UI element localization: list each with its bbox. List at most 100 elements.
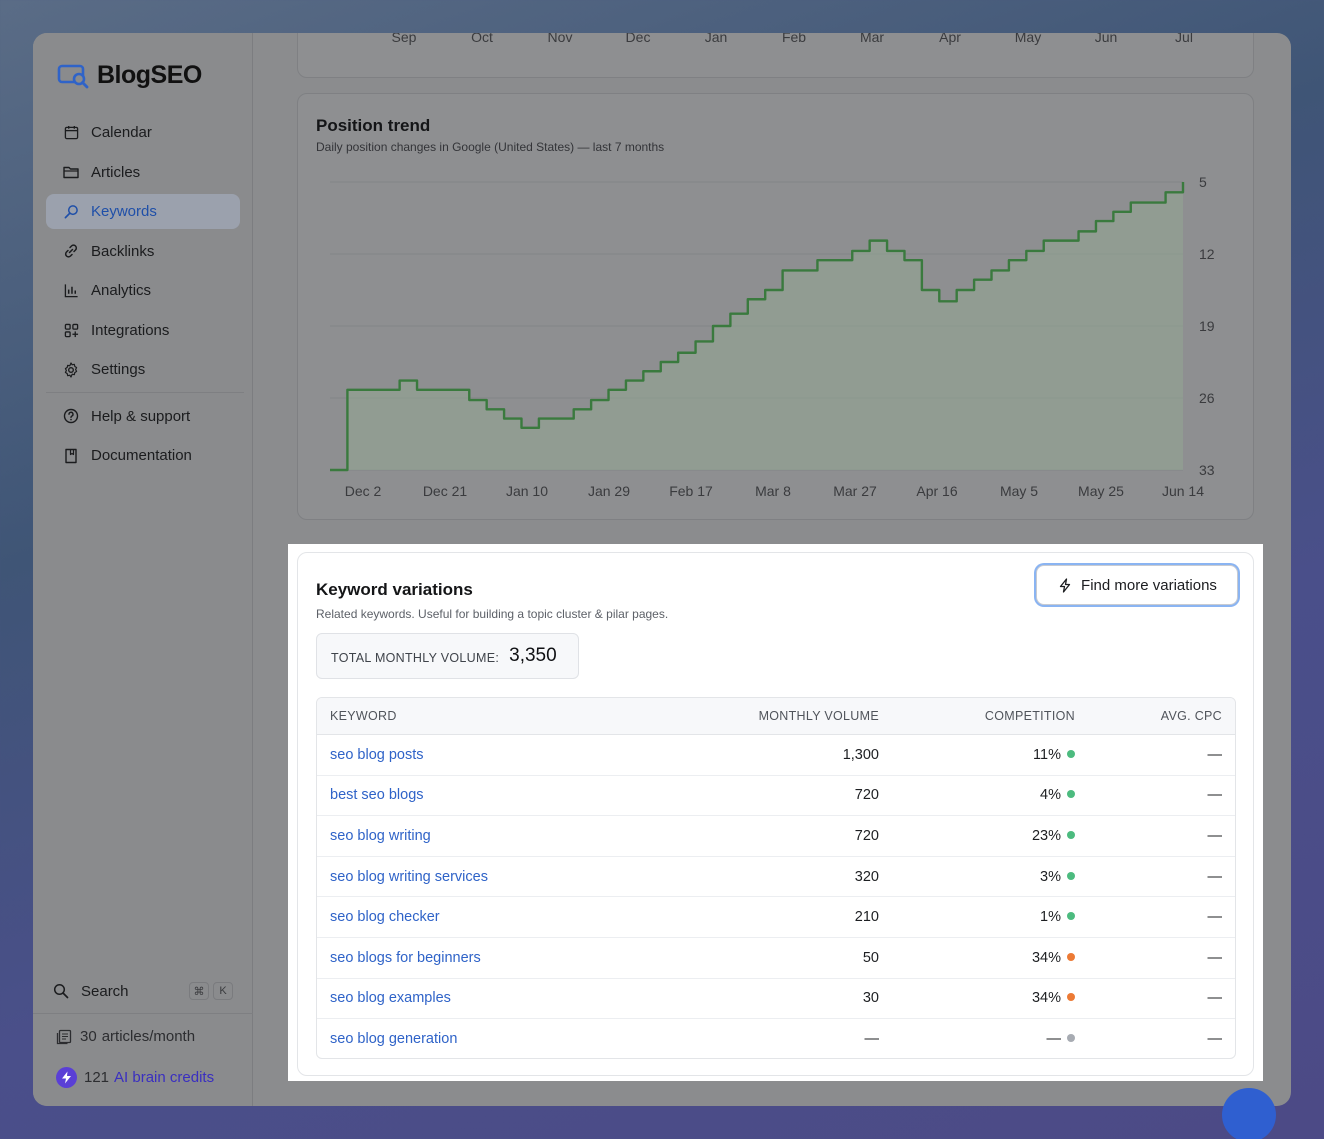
cpc-cell: — xyxy=(1207,909,1223,926)
sidebar-item-help[interactable]: Help & support xyxy=(46,399,240,434)
competition-cell: 1% xyxy=(1040,909,1075,925)
keyword-link[interactable]: seo blog writing xyxy=(330,827,431,844)
sidebar-item-articles[interactable]: Articles xyxy=(46,155,240,190)
articles-stack-icon xyxy=(56,1029,72,1045)
table-row: seo blog posts 1,300 11% — xyxy=(317,735,1235,776)
column-header-volume[interactable]: MONTHLY VOLUME xyxy=(758,709,879,723)
month-tick-label: May xyxy=(1014,33,1042,45)
keyword-link[interactable]: seo blogs for beginners xyxy=(330,949,481,966)
keyword-variations-highlight: Keyword variations Related keywords. Use… xyxy=(288,544,1263,1081)
volume-chart-card: Sep Oct Nov Dec Jan Feb Mar Apr May Jun Jul xyxy=(297,33,1254,78)
sidebar-item-settings[interactable]: Settings xyxy=(46,352,240,387)
table-row: best seo blogs 720 4% — xyxy=(317,776,1235,817)
cpc-cell: — xyxy=(1207,949,1223,966)
volume-cell: 30 xyxy=(862,990,879,1007)
find-more-variations-button[interactable]: Find more variations xyxy=(1036,565,1238,605)
month-tick-label: Jan xyxy=(704,33,728,45)
table-row: seo blog examples 30 34% — xyxy=(317,979,1235,1020)
table-row: seo blog writing services 320 3% — xyxy=(317,857,1235,898)
trend-area xyxy=(330,182,1183,470)
bar-chart-icon xyxy=(63,283,79,299)
cpc-cell: — xyxy=(1207,868,1223,885)
y-tick-label: 12 xyxy=(1199,246,1215,262)
total-volume-label: TOTAL MONTHLY VOLUME: xyxy=(331,651,500,665)
keyword-link[interactable]: seo blog checker xyxy=(330,909,440,926)
competition-cell: 34% xyxy=(1032,990,1075,1006)
x-tick-label: May 25 xyxy=(1078,483,1124,499)
document-icon xyxy=(63,448,79,464)
competition-dot xyxy=(1067,830,1075,839)
app-name: BlogSEO xyxy=(97,61,202,89)
logo[interactable]: BlogSEO xyxy=(57,61,202,90)
card-subtitle: Daily position changes in Google (United… xyxy=(316,140,665,154)
column-header-competition[interactable]: COMPETITION xyxy=(984,709,1075,723)
command-key: ⌘ xyxy=(189,982,209,1000)
competition-value: 34% xyxy=(1031,990,1061,1007)
volume-cell: 210 xyxy=(854,909,879,926)
x-tick-label: Jun 14 xyxy=(1162,483,1204,499)
volume-cell: 1,300 xyxy=(842,746,879,763)
sidebar-item-calendar[interactable]: Calendar xyxy=(46,115,240,150)
sidebar-item-analytics[interactable]: Analytics xyxy=(46,273,240,308)
chat-widget-button[interactable] xyxy=(1222,1088,1276,1139)
sidebar-nav: Calendar Articles Keywords Backlinks xyxy=(46,115,244,478)
x-tick-label: Jan 10 xyxy=(506,483,548,499)
sidebar-item-keywords[interactable]: Keywords xyxy=(46,194,240,229)
sidebar-item-integrations[interactable]: Integrations xyxy=(46,313,240,348)
y-tick-label: 26 xyxy=(1199,390,1215,406)
x-tick-label: Apr 16 xyxy=(916,483,957,499)
column-header-keyword[interactable]: KEYWORD xyxy=(330,709,397,723)
keyword-link[interactable]: seo blog generation xyxy=(330,1031,458,1048)
month-tick-label: Sep xyxy=(391,33,417,45)
column-header-cpc[interactable]: AVG. CPC xyxy=(1160,709,1222,723)
search-button[interactable]: Search ⌘ K xyxy=(53,977,233,1005)
position-trend-chart: 5 12 19 26 33 Dec 2 Dec 21 Jan 10 Jan 29 Feb 17 Ma… xyxy=(330,174,1215,499)
table-row: seo blog checker 210 1% — xyxy=(317,897,1235,938)
sidebar-item-documentation[interactable]: Documentation xyxy=(46,438,240,473)
keyword-link[interactable]: best seo blogs xyxy=(330,787,424,804)
volume-cell: 720 xyxy=(854,787,879,804)
competition-dot xyxy=(1067,790,1075,799)
sidebar: BlogSEO Calendar Articles Keywords xyxy=(33,33,253,1106)
y-tick-label: 33 xyxy=(1199,462,1215,478)
articles-quota-label: articles/month xyxy=(101,1028,196,1045)
position-trend-card: Position trend Daily position changes in… xyxy=(297,93,1254,520)
month-tick-label: Jun xyxy=(1094,33,1118,45)
competition-dot xyxy=(1067,993,1075,1002)
ai-credits-count: 121 xyxy=(84,1069,110,1086)
y-tick-label: 5 xyxy=(1199,174,1207,190)
cpc-cell: — xyxy=(1207,746,1223,763)
competition-cell: 3% xyxy=(1040,869,1075,885)
find-more-variations-label: Find more variations xyxy=(1081,576,1217,594)
k-key: K xyxy=(213,982,233,1000)
competition-value: 23% xyxy=(1031,827,1061,844)
competition-value: 1% xyxy=(1040,909,1061,926)
bolt-icon xyxy=(1057,577,1072,593)
volume-cell: 720 xyxy=(854,827,879,844)
month-tick-label: Mar xyxy=(859,33,885,45)
articles-count: 30 xyxy=(80,1028,97,1045)
sidebar-item-backlinks[interactable]: Backlinks xyxy=(46,234,240,269)
month-tick-label: Feb xyxy=(781,33,807,45)
logo-icon xyxy=(57,64,89,88)
month-tick-label: Dec xyxy=(625,33,651,45)
search-shortcut: ⌘ K xyxy=(185,982,233,1000)
sidebar-item-label: Settings xyxy=(91,361,146,378)
trend-line xyxy=(330,182,1185,472)
month-tick-label: Oct xyxy=(471,33,493,45)
competition-value: 11% xyxy=(1033,746,1061,763)
ai-credits-label: AI brain credits xyxy=(114,1069,215,1086)
competition-value: 34% xyxy=(1031,949,1061,966)
keyword-link[interactable]: seo blog writing services xyxy=(330,868,488,885)
competition-cell: 11% xyxy=(1033,747,1075,763)
volume-cell: — xyxy=(864,1031,880,1048)
keyword-link[interactable]: seo blog examples xyxy=(330,990,451,1007)
ai-credits[interactable]: 121 AI brain credits xyxy=(56,1067,214,1088)
articles-quota: 30 articles/month xyxy=(56,1028,195,1045)
sidebar-item-label: Documentation xyxy=(91,447,192,464)
month-tick-label: Apr xyxy=(939,33,961,45)
x-tick-label: Jan 29 xyxy=(588,483,630,499)
month-tick-label: Jul xyxy=(1175,33,1193,45)
keyword-link[interactable]: seo blog posts xyxy=(330,746,424,763)
competition-dot xyxy=(1067,871,1075,880)
